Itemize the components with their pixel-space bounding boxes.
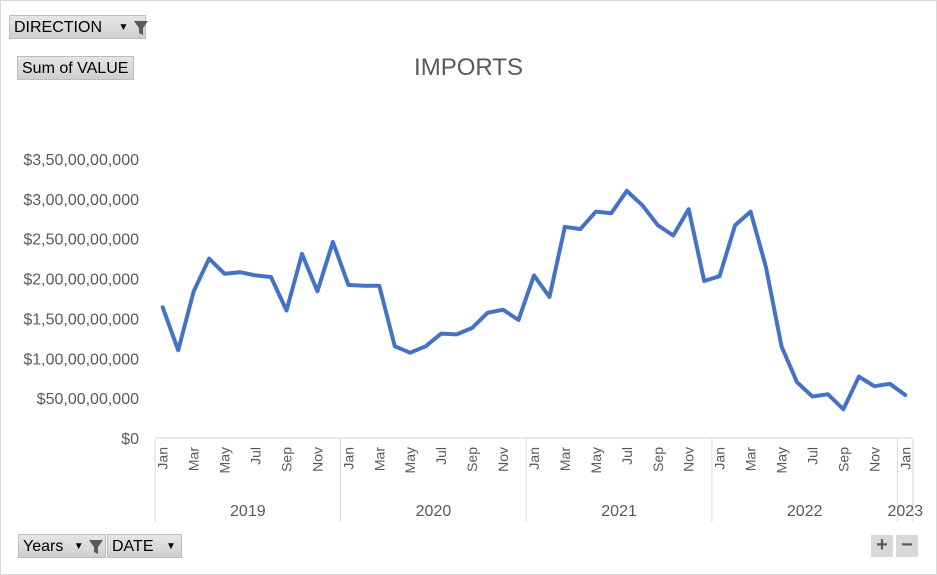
y-tick-label: $3,50,00,00,000 bbox=[23, 152, 139, 169]
date-field-button[interactable]: DATE ▼ bbox=[107, 534, 182, 558]
x-month-label: Sep bbox=[650, 447, 666, 472]
x-month-label: Jan bbox=[155, 447, 171, 470]
filter-icon bbox=[133, 21, 148, 35]
value-field-label: Sum of VALUE bbox=[22, 60, 129, 77]
series-line bbox=[160, 188, 908, 412]
dropdown-arrow-icon: ▼ bbox=[73, 541, 84, 552]
x-month-label: Jul bbox=[433, 447, 449, 465]
filter-icon bbox=[89, 540, 104, 554]
chart-title: IMPORTS bbox=[414, 54, 523, 81]
x-month-label: Sep bbox=[835, 447, 851, 472]
y-tick-label: $1,00,00,00,000 bbox=[23, 351, 139, 368]
direction-filter-button[interactable]: DIRECTION ▼ bbox=[9, 15, 148, 39]
x-month-label: Jul bbox=[619, 447, 635, 465]
x-year-label: 2023 bbox=[887, 503, 923, 520]
y-tick-label: $50,00,00,000 bbox=[37, 391, 139, 408]
x-month-label: May bbox=[402, 447, 418, 473]
y-tick-label: $3,00,00,00,000 bbox=[23, 192, 139, 209]
y-tick-label: $2,00,00,00,000 bbox=[23, 272, 139, 289]
x-month-label: Jul bbox=[248, 447, 264, 465]
x-month-label: Mar bbox=[743, 447, 759, 471]
x-month-label: May bbox=[217, 447, 233, 473]
x-month-label: Jan bbox=[526, 447, 542, 470]
x-month-label: May bbox=[588, 447, 604, 473]
x-month-label: Jan bbox=[897, 447, 913, 470]
x-year-label: 2021 bbox=[601, 503, 637, 520]
x-month-label: Mar bbox=[557, 447, 573, 471]
x-month-label: Sep bbox=[278, 447, 294, 472]
x-month-label: Jul bbox=[804, 447, 820, 465]
years-filter-button[interactable]: Years ▼ bbox=[18, 534, 106, 558]
x-month-label: Nov bbox=[309, 447, 325, 472]
collapse-field-button[interactable]: − bbox=[896, 535, 918, 557]
x-month-label: Mar bbox=[186, 447, 202, 471]
x-month-label: Nov bbox=[495, 447, 511, 472]
dropdown-arrow-icon: ▼ bbox=[118, 22, 129, 33]
years-filter-label: Years bbox=[23, 538, 64, 556]
y-tick-label: $0 bbox=[121, 431, 139, 448]
date-field-label: DATE bbox=[112, 538, 154, 556]
x-month-label: Nov bbox=[681, 447, 697, 472]
x-month-label: Sep bbox=[464, 447, 480, 472]
y-tick-label: $1,50,00,00,000 bbox=[23, 311, 139, 328]
expand-field-button[interactable]: + bbox=[871, 535, 893, 557]
x-year-label: 2020 bbox=[416, 503, 452, 520]
x-year-label: 2019 bbox=[230, 503, 266, 520]
x-month-label: May bbox=[774, 447, 790, 473]
x-month-label: Nov bbox=[866, 447, 882, 472]
x-month-label: Jan bbox=[340, 447, 356, 470]
x-month-label: Jan bbox=[712, 447, 728, 470]
dropdown-arrow-icon: ▼ bbox=[165, 541, 176, 552]
y-tick-label: $2,50,00,00,000 bbox=[23, 232, 139, 249]
sum-of-value-button[interactable]: Sum of VALUE bbox=[17, 56, 134, 80]
x-year-label: 2022 bbox=[787, 503, 823, 520]
direction-filter-label: DIRECTION bbox=[14, 19, 102, 37]
x-month-label: Mar bbox=[371, 447, 387, 471]
